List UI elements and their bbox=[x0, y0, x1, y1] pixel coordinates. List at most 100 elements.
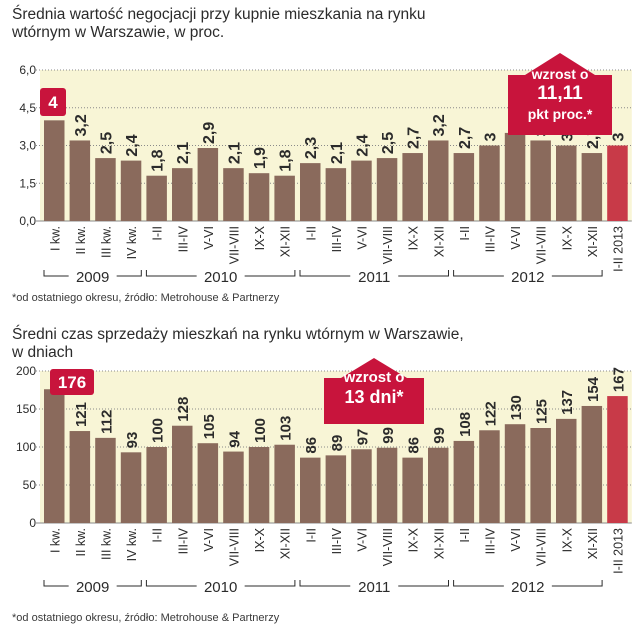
chart1-category-label: I-II bbox=[458, 226, 472, 241]
chart2-value-label: 105 bbox=[201, 414, 218, 439]
chart1-category-label: XI-XII bbox=[586, 226, 600, 257]
chart1-category-label: III-IV bbox=[330, 225, 344, 252]
chart2-callout-line: wzrost o bbox=[343, 369, 405, 386]
chart2-category-label: I-II bbox=[458, 528, 472, 543]
chart1-value-label: 3 bbox=[482, 133, 499, 142]
chart1-bar bbox=[581, 153, 603, 221]
chart2-value-label: 97 bbox=[354, 429, 371, 446]
chart2-value-label: 99 bbox=[431, 427, 448, 444]
chart2-bar bbox=[453, 440, 475, 523]
chart2-bar bbox=[402, 457, 423, 523]
chart2-value-label: 128 bbox=[175, 397, 192, 422]
chart1-bar bbox=[274, 175, 295, 221]
chart2-title-line1: Średni czas sprzedaży mieszkań na rynku … bbox=[12, 326, 464, 343]
chart2-bar bbox=[376, 447, 398, 523]
chart1-bar bbox=[607, 145, 628, 221]
chart1-bar bbox=[248, 173, 270, 221]
chart2-value-label: 112 bbox=[98, 410, 115, 434]
chart1-bar bbox=[402, 153, 423, 221]
chart2-category-label: VII-VIII bbox=[227, 528, 241, 566]
chart2-y-tick-label: 150 bbox=[16, 402, 36, 416]
chart1-category-label: III kw. bbox=[99, 226, 113, 258]
chart2-category-label: V-VI bbox=[202, 528, 216, 552]
chart2-value-label: 100 bbox=[252, 418, 269, 443]
chart1-bar bbox=[172, 168, 193, 221]
chart1-y-tick-label: 6,0 bbox=[19, 63, 36, 77]
chart2-bar bbox=[146, 447, 167, 523]
chart1-bar bbox=[479, 145, 500, 221]
chart1-category-label: V-VI bbox=[509, 226, 523, 250]
chart1-category-label: VII-VIII bbox=[381, 226, 395, 264]
chart1-callout-line: pkt proc.* bbox=[528, 106, 593, 122]
chart1-value-label: 2,1 bbox=[329, 142, 346, 164]
chart1-category-label: VII-VIII bbox=[227, 226, 241, 264]
chart1-bar bbox=[197, 148, 219, 221]
chart1-bar bbox=[325, 168, 347, 221]
chart1-category-label: V-VI bbox=[355, 226, 369, 250]
chart2-value-label: 167 bbox=[610, 367, 627, 392]
chart2-category-label: III-IV bbox=[176, 527, 190, 554]
chart2-value-label: 86 bbox=[406, 437, 423, 454]
chart2-category-label: I kw. bbox=[48, 528, 62, 553]
chart1-bar bbox=[223, 168, 244, 221]
chart2-value-label: 108 bbox=[457, 412, 474, 437]
chart1-value-label: 2,9 bbox=[201, 122, 218, 144]
chart1-year-label: 2010 bbox=[204, 269, 237, 286]
chart2-first-badge-label: 176 bbox=[58, 373, 86, 392]
chart1-category-label: III-IV bbox=[483, 225, 497, 252]
chart1-category-label: IX-X bbox=[253, 225, 267, 250]
chart2-bar bbox=[95, 437, 116, 523]
chart1-first-badge-label: 4 bbox=[48, 93, 58, 112]
chart2-category-label: I-II bbox=[304, 528, 318, 543]
chart1-category-label: V-VI bbox=[202, 226, 216, 250]
chart1-category-label: I-II bbox=[304, 226, 318, 241]
chart2-year-label: 2011 bbox=[358, 579, 390, 596]
chart2-category-label: XI-XII bbox=[432, 528, 446, 559]
chart2-year-label: 2012 bbox=[511, 579, 544, 596]
chart1-category-label: IX-X bbox=[560, 225, 574, 250]
chart2-title-line2: w dniach bbox=[12, 344, 74, 361]
chart2-bar bbox=[607, 396, 628, 523]
chart2-value-label: 130 bbox=[508, 395, 525, 420]
chart2-category-label: IX-X bbox=[560, 527, 574, 552]
chart2-bar bbox=[69, 431, 91, 523]
chart2-bar bbox=[197, 443, 219, 523]
chart1-category-label: II kw. bbox=[74, 226, 88, 254]
chart1-value-label: 2,5 bbox=[380, 132, 397, 154]
chart1-callout-arrow bbox=[508, 53, 612, 135]
chart1-value-label: 1,8 bbox=[278, 149, 295, 171]
chart1-bar bbox=[120, 160, 142, 221]
chart1-footnote: *od ostatniego okresu, źródło: Metrohous… bbox=[12, 292, 280, 304]
chart1-value-label: 2,5 bbox=[98, 132, 115, 154]
chart2-category-label: IX-X bbox=[407, 527, 421, 552]
chart2-value-label: 89 bbox=[329, 435, 346, 452]
chart2-category-label: IV kw. bbox=[125, 528, 139, 561]
chart1-y-tick-label: 0,0 bbox=[19, 214, 36, 228]
chart2-category-label: IX-X bbox=[253, 527, 267, 552]
chart1-bar bbox=[376, 158, 398, 221]
chart2-bar bbox=[120, 452, 142, 523]
chart1-y-tick-label: 4,5 bbox=[19, 101, 36, 115]
chart1-bar bbox=[428, 140, 449, 221]
chart2-category-label: V-VI bbox=[355, 528, 369, 552]
chart1-value-label: 2,1 bbox=[226, 142, 243, 164]
chart2-category-label: V-VI bbox=[509, 528, 523, 552]
chart2-category-label: III kw. bbox=[99, 528, 113, 560]
chart2-bar bbox=[428, 447, 449, 523]
chart2-bar bbox=[556, 418, 577, 523]
chart1-category-label: XI-XII bbox=[432, 226, 446, 257]
chart1-category-label: VII-VIII bbox=[535, 226, 549, 264]
chart2-y-tick-label: 0 bbox=[29, 516, 36, 530]
chart2-year-bg bbox=[503, 577, 552, 595]
chart2-value-label: 137 bbox=[559, 390, 576, 415]
chart2-value-label: 154 bbox=[585, 376, 602, 402]
chart1-bar bbox=[556, 145, 577, 221]
chart2-value-label: 122 bbox=[482, 401, 499, 426]
chart1-category-label: I kw. bbox=[48, 226, 62, 251]
chart2-bar bbox=[504, 424, 526, 523]
chart1-bar bbox=[300, 163, 321, 221]
chart1-bar bbox=[351, 160, 372, 221]
chart1-y-tick-label: 1,5 bbox=[19, 176, 36, 190]
chart1-category-label: I-II 2013 bbox=[611, 226, 625, 272]
